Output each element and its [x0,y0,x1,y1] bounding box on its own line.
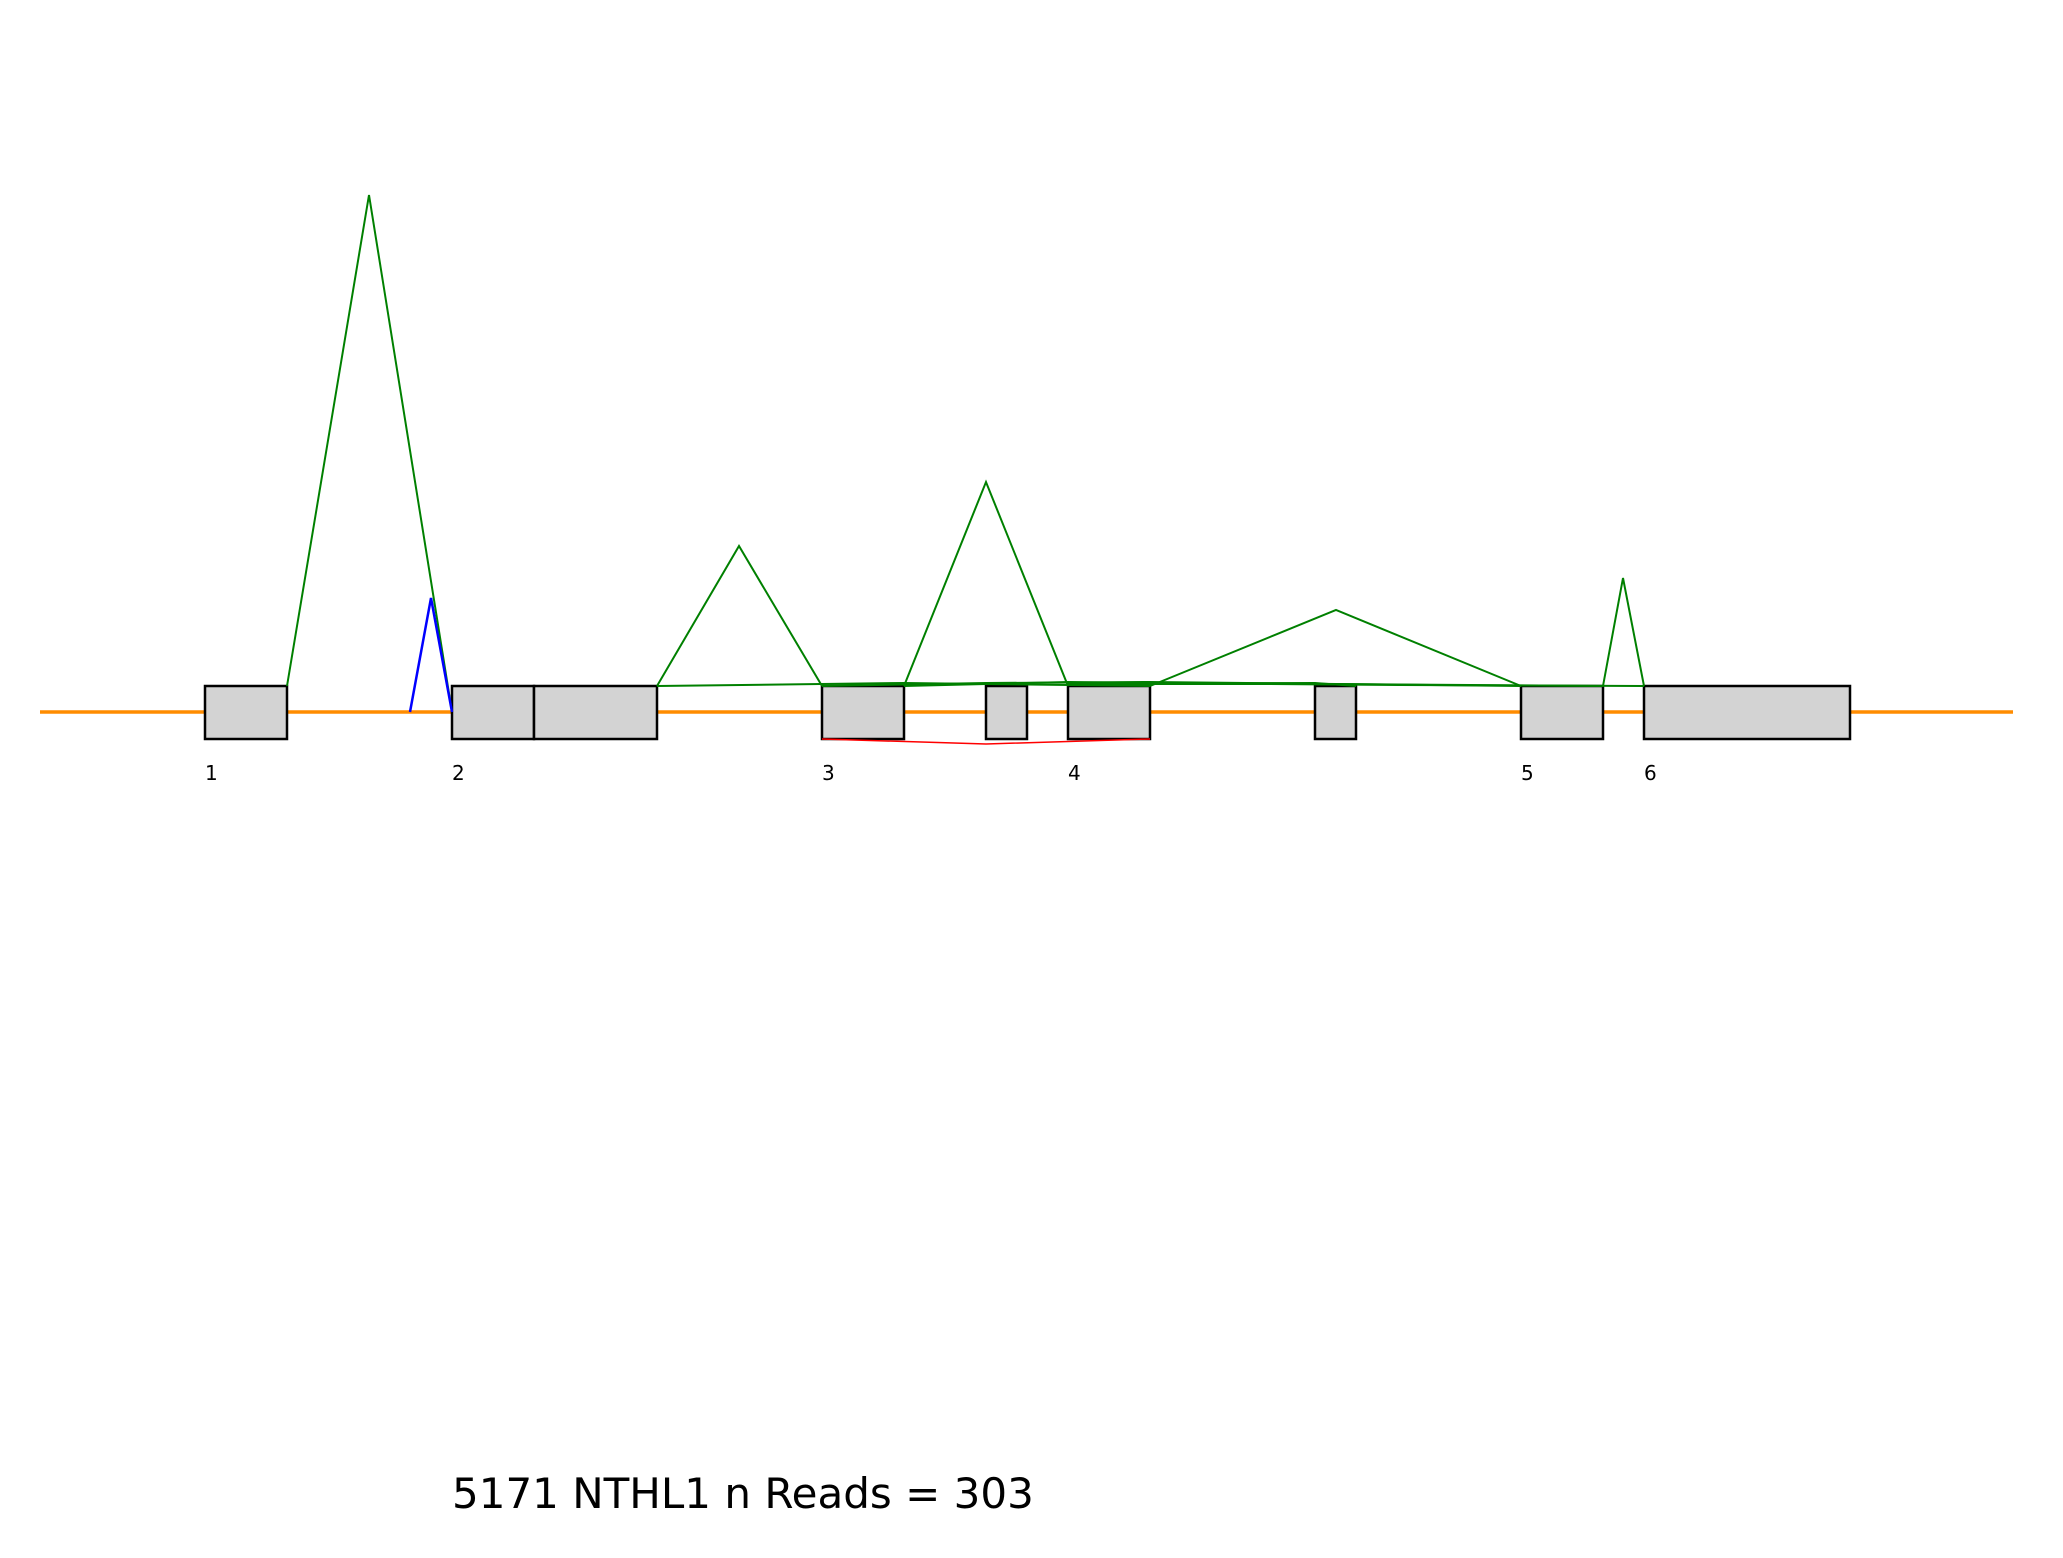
exon-label-2: 2 [452,761,465,785]
exon-labels: 1 2 3 4 5 6 [205,761,1657,785]
exon-label-6: 6 [1644,761,1657,785]
exon-label-4: 4 [1068,761,1081,785]
junction-arc-blue [408,597,454,713]
junction-arc-green [656,544,823,687]
junction-arc-green [903,479,1069,687]
exon-box-2a [450,684,536,741]
junction-arc-green [1068,683,1604,687]
exon-box-6 [1642,684,1852,741]
exon-label-1: 1 [205,761,218,785]
exon-label-5: 5 [1521,761,1534,785]
exon-box-4b [1313,684,1358,741]
exon-box-4 [1066,684,1152,741]
exon-box-1 [203,684,289,741]
junction-arc-green [1602,577,1645,687]
junction-arc-green [903,680,1151,687]
exon-box-3 [820,684,906,741]
exon-track [203,684,1852,741]
exon-box-5 [1519,684,1605,741]
figure-title: 5171 NTHL1 n Reads = 303 [452,1469,1034,1518]
junction-arcs [286,194,1645,745]
junction-arc-green [1149,608,1522,687]
junction-arc-green [286,194,453,713]
exon-box-3b [984,684,1029,741]
junction-arc-red [821,738,1151,745]
exon-box-2b [532,684,659,741]
exon-label-3: 3 [822,761,835,785]
